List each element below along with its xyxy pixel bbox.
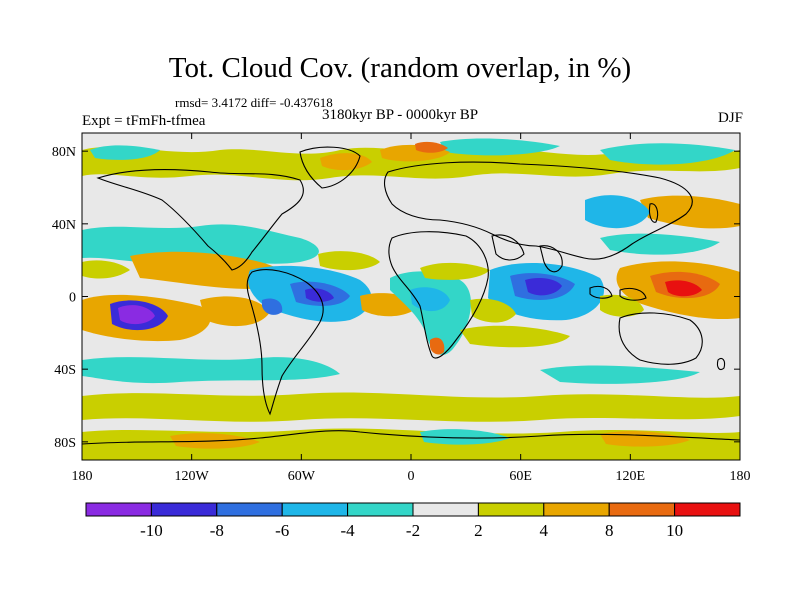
indian-ocean-olive	[470, 298, 516, 323]
arctic-cyan-patch	[90, 145, 160, 160]
pacific-olive	[82, 260, 130, 279]
season-label: DJF	[717, 110, 743, 126]
west-pacific-cyan	[600, 233, 720, 255]
coastlines	[82, 146, 740, 445]
south-africa-darkorange	[430, 337, 445, 355]
colorbar-swatch	[477, 502, 545, 517]
colorbar-swatch	[150, 502, 218, 517]
chart-title: Tot. Cloud Cov. (random overlap, in %)	[168, 52, 632, 84]
southern-cyan-band	[82, 357, 340, 384]
colorbar-swatch	[216, 502, 283, 517]
north-pacific-orange	[640, 195, 740, 229]
japan-sky-patch	[585, 195, 650, 229]
colorbar-label: 2	[474, 521, 483, 540]
west-pacific-red	[665, 280, 702, 297]
lat-tick-label: 80S	[54, 436, 76, 451]
colorbar-swatch	[281, 502, 349, 517]
southern-cyan-patch	[540, 365, 700, 384]
sahel-olive-patch	[420, 262, 490, 280]
south-pacific-orange	[200, 296, 270, 327]
longitude-axis: 180 120W 60W 0 60E 120E 180	[72, 133, 751, 484]
atlantic-olive-patch	[318, 251, 380, 271]
antarctic-cyan-patch	[420, 429, 510, 445]
colorbar-swatch	[85, 502, 152, 517]
colorbar-label: -8	[210, 521, 224, 540]
antarctica-coast	[82, 430, 740, 445]
arctic-orange-patch	[320, 153, 372, 171]
indonesia-coast	[589, 285, 613, 299]
colorbar-swatch	[347, 502, 414, 517]
north-america-coast	[96, 168, 304, 271]
colorbar-label: -6	[275, 521, 289, 540]
japan-coast	[648, 203, 659, 223]
lat-tick-label: 40N	[52, 218, 76, 233]
arctic-darkorange-patch	[415, 141, 448, 153]
colorbar-swatch	[412, 502, 479, 517]
andes-blue-patch	[262, 298, 283, 315]
borneo-coast	[619, 287, 647, 301]
lon-tick-label: 60E	[509, 469, 532, 484]
south-america-coast	[246, 269, 324, 416]
colorbar-label: 4	[540, 521, 549, 540]
lat-tick-label: 0	[69, 291, 76, 306]
colorbar: -10 -8 -6 -4 -2 2 4 8 10	[85, 502, 741, 540]
new-zealand-coast	[716, 357, 726, 371]
latitude-axis: 80N 40N 0 40S 80S	[52, 145, 740, 451]
north-olive-band	[82, 146, 740, 181]
arctic-cyan-patch	[600, 143, 735, 165]
lon-tick-label: 120W	[175, 469, 210, 484]
eurasia-coast	[383, 161, 693, 260]
colorbar-swatch	[608, 502, 676, 517]
arctic-cyan-patch	[440, 138, 560, 156]
lon-tick-label: 120E	[616, 469, 646, 484]
lat-tick-label: 80N	[52, 145, 76, 160]
southern-olive-band	[82, 392, 740, 422]
period-label: 3180kyr BP - 0000kyr BP	[322, 107, 479, 123]
colorbar-label: -4	[341, 521, 356, 540]
antarctic-olive-band	[82, 428, 740, 460]
colorbar-label: -10	[140, 521, 163, 540]
subtropical-cyan-band	[82, 224, 319, 264]
colorbar-swatch	[543, 502, 610, 517]
south-indian-olive	[460, 325, 570, 348]
lon-tick-label: 180	[730, 469, 751, 484]
india-coast	[539, 245, 563, 273]
stats-label: rmsd= 3.4172 diff= -0.437618	[175, 95, 333, 110]
colorbar-swatch	[674, 502, 741, 517]
colorbar-label: 10	[666, 521, 683, 540]
pacific-violet-patch	[118, 305, 155, 325]
greenland-coast	[299, 146, 361, 189]
africa-coast	[388, 231, 489, 359]
lat-tick-label: 40S	[54, 363, 76, 378]
colorbar-label: 8	[605, 521, 614, 540]
lon-tick-label: 0	[408, 469, 415, 484]
indian-ocean-indigo	[525, 278, 562, 296]
australia-coast	[618, 312, 703, 365]
lon-tick-label: 60W	[288, 469, 316, 484]
colorbar-label: -2	[406, 521, 420, 540]
arabia-coast	[491, 234, 525, 261]
lon-tick-label: 180	[72, 469, 93, 484]
cloud-anomaly-field	[82, 133, 740, 460]
experiment-label: Expt = tFmFh-tfmea	[82, 113, 206, 129]
